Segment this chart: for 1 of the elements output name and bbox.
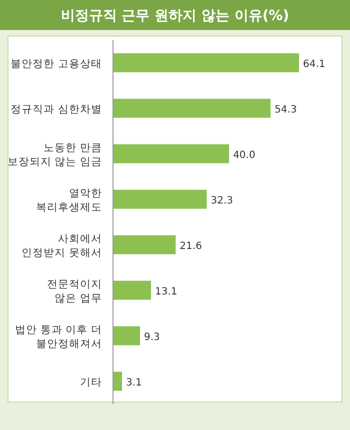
title: 비정규직 근무 원하지 않는 이유(%) — [60, 8, 290, 24]
